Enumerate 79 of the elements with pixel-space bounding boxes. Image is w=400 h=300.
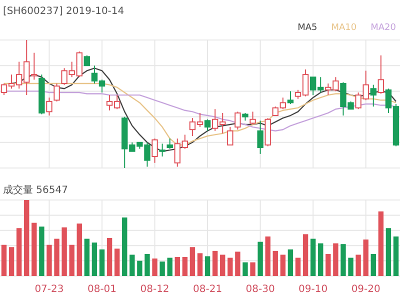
bar — [235, 252, 240, 276]
bar — [197, 253, 203, 276]
bar — [363, 240, 368, 276]
bar — [160, 262, 165, 276]
bar — [62, 227, 67, 276]
chart-title: 成交量 56547 — [3, 184, 68, 196]
candlestick — [250, 111, 256, 125]
bar — [114, 248, 120, 276]
bar — [242, 262, 248, 276]
bar — [144, 254, 150, 276]
bar — [378, 211, 384, 276]
bar — [333, 243, 338, 276]
candlestick — [84, 54, 90, 66]
chart-title: [SH600237] 2019-10-14 — [3, 6, 124, 17]
bar — [24, 200, 30, 276]
bar — [16, 228, 22, 276]
candlestick — [54, 83, 60, 102]
bar — [174, 257, 180, 276]
bar — [137, 260, 142, 276]
bar — [167, 258, 172, 276]
candlestick — [257, 120, 264, 154]
bar — [212, 250, 218, 276]
bar — [370, 254, 376, 276]
bar — [250, 262, 256, 276]
bar — [190, 247, 196, 276]
bar — [340, 244, 346, 276]
candlestick — [370, 84, 376, 108]
x-tick-label: 07-23 — [34, 284, 64, 295]
bar — [1, 244, 7, 276]
bar — [326, 254, 331, 276]
bar — [182, 257, 188, 276]
candlestick — [378, 54, 384, 94]
bar — [32, 222, 37, 276]
candlestick — [287, 90, 294, 104]
candlestick — [227, 126, 234, 146]
bar — [228, 258, 233, 276]
bar — [152, 258, 158, 276]
candlestick — [152, 138, 158, 164]
x-tick-label: 08-12 — [140, 284, 170, 295]
x-tick-label: 08-01 — [87, 284, 117, 295]
bar — [272, 250, 278, 276]
bar — [69, 244, 74, 276]
bar — [130, 254, 135, 276]
x-tick-label: 09-20 — [351, 284, 380, 295]
bar — [258, 242, 263, 276]
bar — [8, 247, 14, 276]
candlestick — [234, 111, 241, 130]
text: MA20 — [370, 23, 396, 33]
x-tick-label: 09-10 — [298, 284, 328, 295]
bar — [310, 238, 316, 276]
bar — [265, 236, 270, 276]
candlestick — [204, 118, 211, 132]
bar — [295, 258, 301, 276]
bar — [393, 236, 399, 276]
bar — [220, 254, 226, 276]
bar — [99, 249, 105, 276]
bar — [348, 258, 354, 276]
bar — [122, 217, 128, 276]
bar — [76, 224, 82, 276]
bar — [280, 254, 286, 276]
text: MA5 — [298, 23, 318, 33]
bar — [386, 228, 392, 276]
x-tick-label: 08-30 — [246, 284, 275, 295]
candlestick — [166, 138, 173, 150]
bar — [84, 238, 90, 276]
bar — [302, 234, 308, 276]
bar — [288, 249, 294, 276]
bar — [318, 243, 324, 276]
bar — [46, 244, 52, 276]
bar — [92, 242, 98, 276]
candlestick — [46, 97, 52, 116]
text: MA10 — [331, 23, 357, 33]
x-tick-label: 08-21 — [193, 284, 222, 295]
bar — [54, 238, 60, 276]
bar — [106, 238, 112, 276]
candlestick — [159, 143, 166, 157]
bar — [204, 256, 210, 276]
bar — [356, 254, 361, 276]
bar — [39, 226, 44, 276]
